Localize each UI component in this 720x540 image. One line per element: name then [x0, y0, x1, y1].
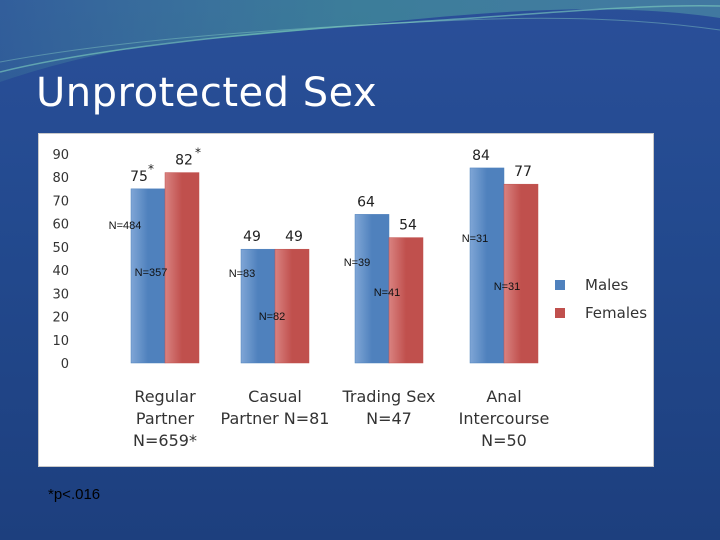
- bar-value-label: 49: [285, 229, 303, 245]
- bar-value-label: 64: [357, 194, 375, 210]
- y-tick-label: 80: [52, 171, 69, 186]
- sample-size-label: N=82: [259, 311, 286, 323]
- bar-males: [130, 188, 166, 364]
- legend-label-males: Males: [585, 276, 629, 294]
- sample-size-label: N=39: [344, 257, 371, 269]
- bar-value-label: 82: [175, 153, 193, 169]
- legend-swatch-males: [555, 280, 565, 290]
- bar-value-label: 54: [399, 218, 417, 234]
- y-tick-label: 10: [52, 334, 69, 349]
- bar-value-label: 75: [130, 169, 148, 185]
- bar-value-label: 49: [243, 229, 261, 245]
- category-label: Partner N=81: [221, 409, 330, 428]
- bar-females: [164, 172, 200, 364]
- y-tick-label: 60: [52, 218, 69, 233]
- y-tick-label: 70: [52, 194, 69, 209]
- sample-size-label: N=31: [494, 281, 521, 293]
- category-label: Intercourse: [459, 409, 550, 428]
- category-label: Trading Sex: [342, 387, 436, 406]
- category-label: N=50: [481, 431, 527, 450]
- bar-chart: 0 10 20 30 40 50 60 70 80 90 75 49 64 84 82 49 54 77 * * N=4…: [52, 146, 647, 450]
- significance-asterisk: *: [148, 162, 154, 176]
- category-label: Anal: [486, 387, 521, 406]
- bar-females: [503, 183, 539, 364]
- category-label: Partner: [136, 409, 195, 428]
- sample-size-label: N=484: [109, 220, 142, 232]
- slide-title: Unprotected Sex: [36, 70, 378, 116]
- y-tick-label: 40: [52, 264, 69, 279]
- category-label: N=47: [366, 409, 412, 428]
- category-label: N=659*: [133, 431, 197, 450]
- legend-swatch-females: [555, 308, 565, 318]
- bar-value-label: 84: [472, 148, 490, 164]
- title-swoosh-decoration: [0, 0, 720, 82]
- bar-females: [388, 237, 424, 364]
- sample-size-label: N=41: [374, 287, 401, 299]
- bar-value-label: 77: [514, 164, 532, 180]
- bar-males: [240, 248, 276, 364]
- y-tick-label: 30: [52, 287, 69, 302]
- sample-size-label: N=83: [229, 268, 256, 280]
- footnote: *p<.016: [48, 486, 101, 503]
- bar-males: [469, 167, 505, 364]
- y-tick-label: 90: [52, 148, 69, 163]
- y-tick-label: 50: [52, 241, 69, 256]
- category-label: Regular: [134, 387, 196, 406]
- legend-label-females: Females: [585, 304, 647, 322]
- chart-panel: 0 10 20 30 40 50 60 70 80 90 75 49 64 84 82 49 54 77 * * N=4…: [38, 133, 654, 467]
- y-tick-label: 0: [61, 357, 69, 372]
- y-tick-label: 20: [52, 311, 69, 326]
- bar-females: [274, 248, 310, 364]
- significance-asterisk: *: [195, 146, 201, 160]
- category-label: Casual: [248, 387, 302, 406]
- sample-size-label: N=31: [462, 233, 489, 245]
- sample-size-label: N=357: [135, 267, 168, 279]
